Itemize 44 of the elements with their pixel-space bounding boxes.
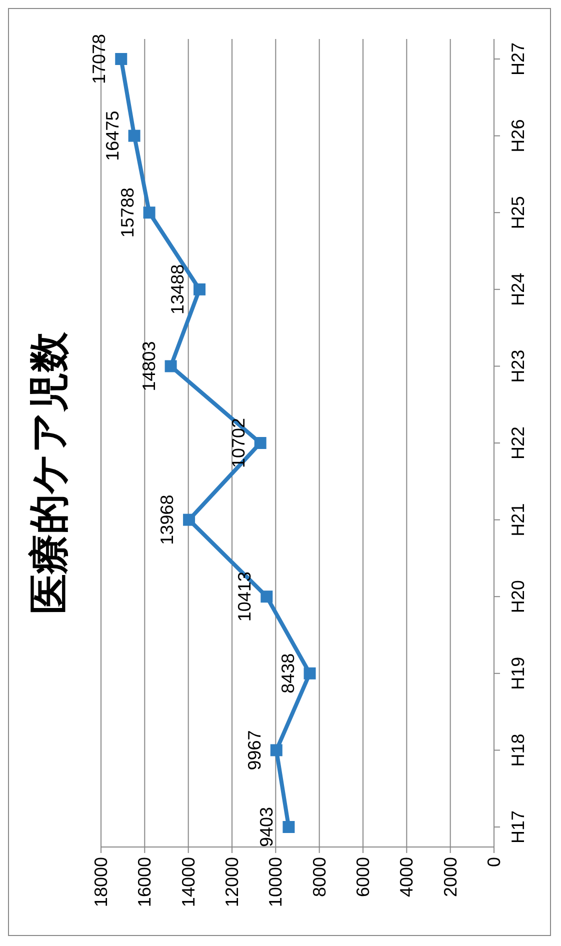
data-label: 16475 [102, 110, 122, 161]
point [128, 130, 140, 142]
y-tick-label: H18 [508, 734, 528, 767]
x-tick-label: 6000 [353, 857, 373, 898]
point [164, 360, 177, 372]
point [260, 590, 273, 603]
data-label: 9403 [256, 806, 277, 848]
y-tick-label: H20 [508, 580, 528, 614]
data-label: 13968 [157, 494, 178, 545]
y-tick-label: H25 [508, 196, 528, 230]
x-tick-label: 10000 [266, 857, 286, 908]
data-label: 10413 [234, 572, 255, 622]
y-tick-label: H24 [508, 272, 528, 306]
point [183, 514, 196, 526]
point [270, 744, 282, 756]
point [254, 437, 266, 449]
data-label: 17078 [89, 34, 110, 84]
point [282, 821, 295, 833]
data-label: 9967 [244, 730, 264, 770]
y-tick-label: H26 [508, 119, 528, 152]
y-tick-label: H23 [508, 350, 528, 383]
x-tick-label: 12000 [222, 857, 242, 908]
y-tick-label: H21 [508, 503, 528, 536]
data-label: 8438 [278, 653, 298, 694]
x-tick-label: 16000 [134, 857, 155, 908]
data-label: 13488 [168, 264, 188, 314]
point [304, 667, 316, 680]
x-tick-label: 4000 [396, 857, 417, 898]
x-tick-label: 8000 [309, 857, 330, 898]
x-tick-label: 18000 [91, 857, 111, 908]
point [143, 206, 156, 219]
x-tick-label: 0 [484, 857, 504, 868]
y-tick-label: H22 [508, 426, 528, 460]
text: 医療的ケア児数 [26, 332, 72, 614]
point [194, 283, 206, 296]
data-label: 14803 [138, 341, 159, 392]
x-tick-label: 2000 [440, 857, 460, 898]
data-label: 15788 [117, 188, 138, 238]
x-tick-label: 14000 [178, 857, 198, 908]
point [115, 53, 128, 65]
y-tick-label: H27 [508, 42, 528, 76]
y-tick-label: H17 [508, 810, 528, 844]
y-tick-label: H19 [508, 656, 528, 690]
data-label: 10702 [228, 418, 248, 468]
